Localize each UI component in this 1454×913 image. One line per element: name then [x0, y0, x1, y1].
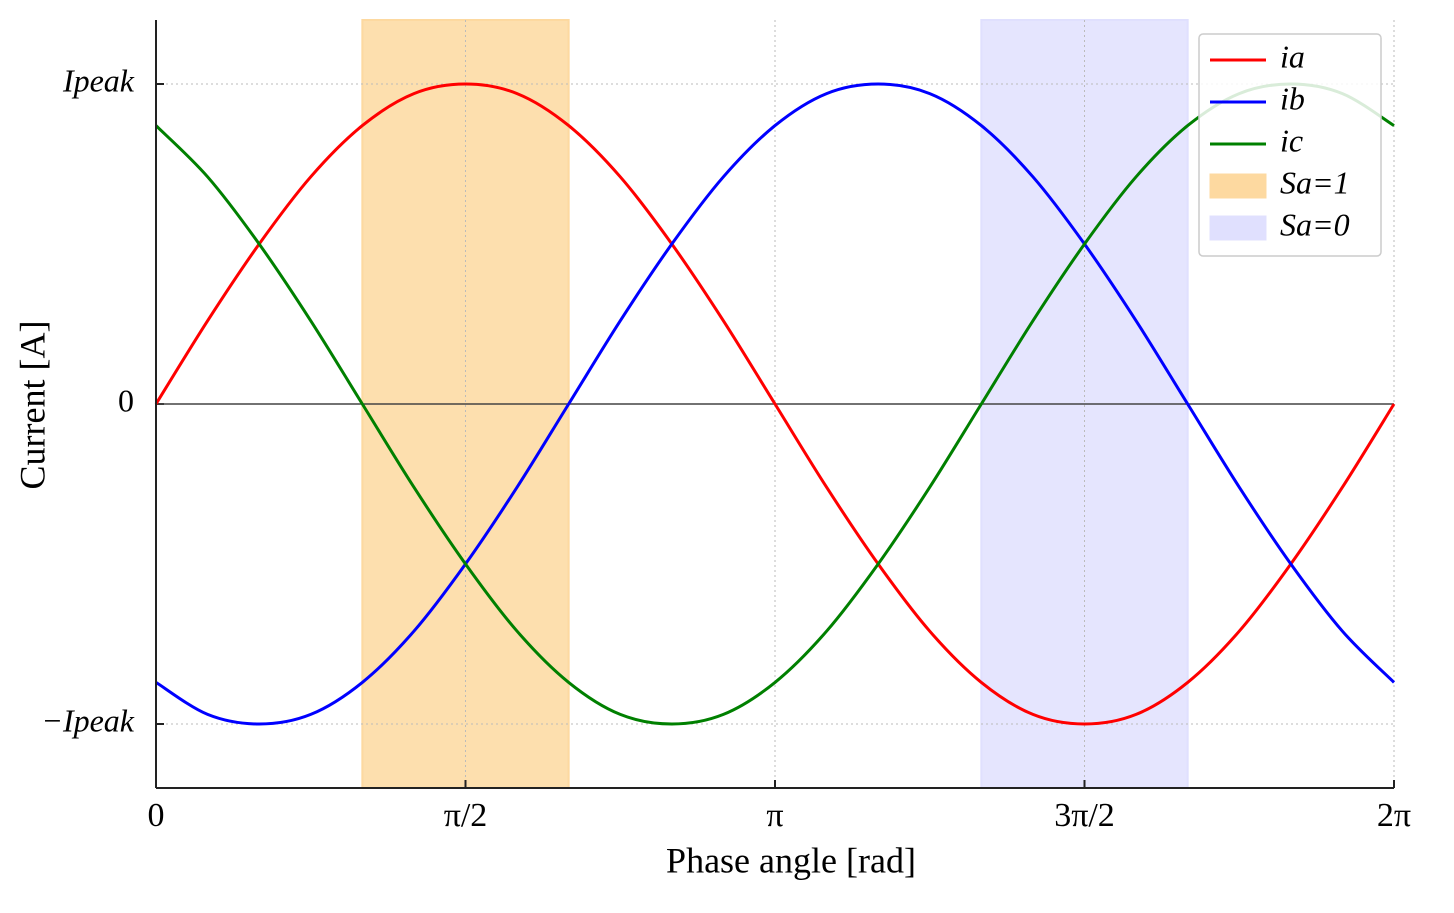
legend-label: Sa=0 — [1280, 206, 1350, 242]
legend-box — [1198, 33, 1382, 257]
x-axis-label: Phase angle [rad] — [666, 840, 916, 880]
y-tick-label: 0 — [118, 382, 134, 418]
x-tick-label: 2π — [1377, 797, 1411, 834]
legend-label: ic — [1280, 122, 1303, 158]
legend-label: ib — [1280, 80, 1305, 116]
series-line — [154, 82, 1395, 726]
x-tick-label: 3π/2 — [1054, 797, 1115, 834]
legend-swatch — [1209, 215, 1267, 241]
legend-label: ia — [1280, 38, 1305, 74]
y-axis-label: Current [A] — [12, 321, 52, 490]
x-tick-label: π/2 — [444, 797, 488, 834]
x-tick-label: π — [766, 797, 783, 834]
series-line — [154, 82, 1396, 726]
legend-label: Sa=1 — [1280, 164, 1350, 200]
legend-swatch — [1209, 173, 1267, 199]
series-line — [155, 82, 1396, 726]
y-tick-label: Ipeak — [62, 62, 135, 98]
x-tick-label: 0 — [148, 797, 165, 834]
legend: ia ib ic Sa=1 Sa=0 — [1198, 33, 1382, 257]
y-tick-label: −Ipeak — [41, 702, 134, 738]
